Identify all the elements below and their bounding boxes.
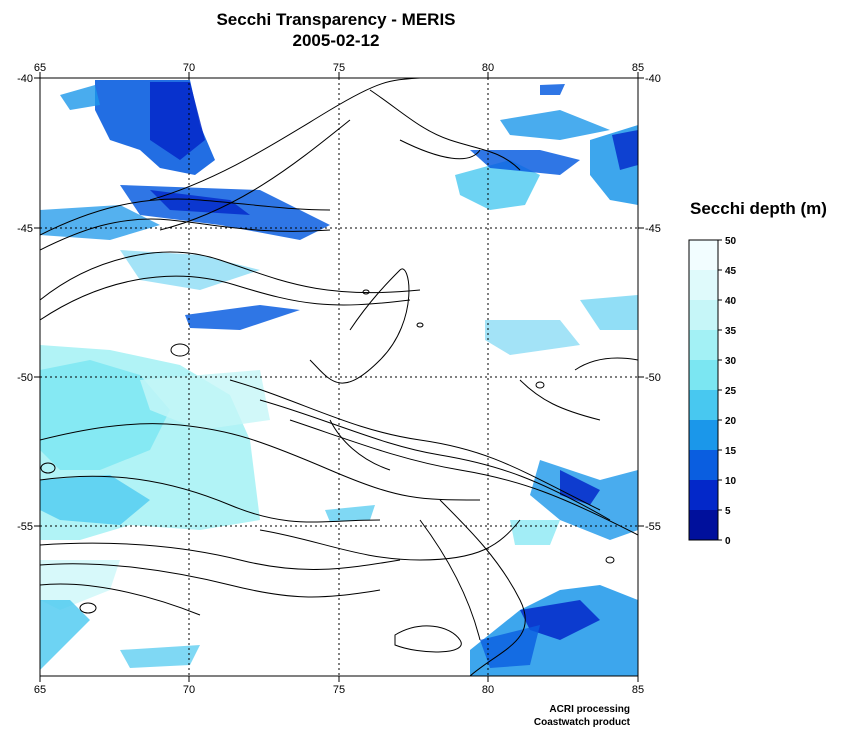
legend-color-swatch bbox=[689, 450, 718, 480]
legend-tick-label: 0 bbox=[725, 536, 731, 547]
legend-color-swatch bbox=[689, 390, 718, 420]
contour-lines bbox=[40, 78, 638, 676]
lon-tick-top: 75 bbox=[333, 62, 345, 74]
credit-product: Coastwatch product bbox=[533, 717, 630, 728]
lon-tick-top: 65 bbox=[34, 62, 46, 74]
legend-color-swatch bbox=[689, 240, 718, 270]
lon-tick-bottom: 75 bbox=[333, 684, 345, 696]
lat-tick-left: -45 bbox=[17, 223, 33, 235]
lon-tick-bottom: 80 bbox=[482, 684, 494, 696]
lat-tick-left: -40 bbox=[17, 73, 33, 85]
legend-title: Secchi depth (m) bbox=[690, 199, 827, 218]
legend-color-swatch bbox=[689, 420, 718, 450]
legend-color-swatch bbox=[689, 360, 718, 390]
legend-tick-label: 45 bbox=[725, 266, 737, 277]
legend-color-swatch bbox=[689, 300, 718, 330]
legend-tick-label: 5 bbox=[725, 506, 731, 517]
lat-tick-right: -40 bbox=[645, 73, 661, 85]
lat-tick-left: -50 bbox=[17, 372, 33, 384]
tick-marks bbox=[34, 72, 644, 682]
credit-processing: ACRI processing bbox=[549, 704, 630, 715]
legend-tick-label: 40 bbox=[725, 296, 737, 307]
lon-tick-top: 80 bbox=[482, 62, 494, 74]
lon-tick-bottom: 85 bbox=[632, 684, 644, 696]
legend-tick-label: 15 bbox=[725, 446, 737, 457]
legend-tick-label: 30 bbox=[725, 356, 737, 367]
lon-tick-bottom: 65 bbox=[34, 684, 46, 696]
lat-tick-right: -45 bbox=[645, 223, 661, 235]
legend-tick-label: 25 bbox=[725, 386, 737, 397]
legend-tick-label: 20 bbox=[725, 416, 737, 427]
legend-color-swatch bbox=[689, 510, 718, 540]
legend-color-swatch bbox=[689, 330, 718, 360]
map-title: Secchi Transparency - MERIS bbox=[216, 10, 456, 29]
legend-color-swatch bbox=[689, 480, 718, 510]
legend-tick-label: 10 bbox=[725, 476, 737, 487]
lon-tick-top: 70 bbox=[183, 62, 195, 74]
legend-tick-label: 50 bbox=[725, 236, 737, 247]
lat-tick-right: -50 bbox=[645, 372, 661, 384]
legend-color-swatch bbox=[689, 270, 718, 300]
lat-tick-right: -55 bbox=[645, 521, 661, 533]
legend-tick-label: 35 bbox=[725, 326, 737, 337]
lat-tick-left: -55 bbox=[17, 521, 33, 533]
map-date: 2005-02-12 bbox=[292, 31, 380, 50]
lon-tick-top: 85 bbox=[632, 62, 644, 74]
lon-tick-bottom: 70 bbox=[183, 684, 195, 696]
